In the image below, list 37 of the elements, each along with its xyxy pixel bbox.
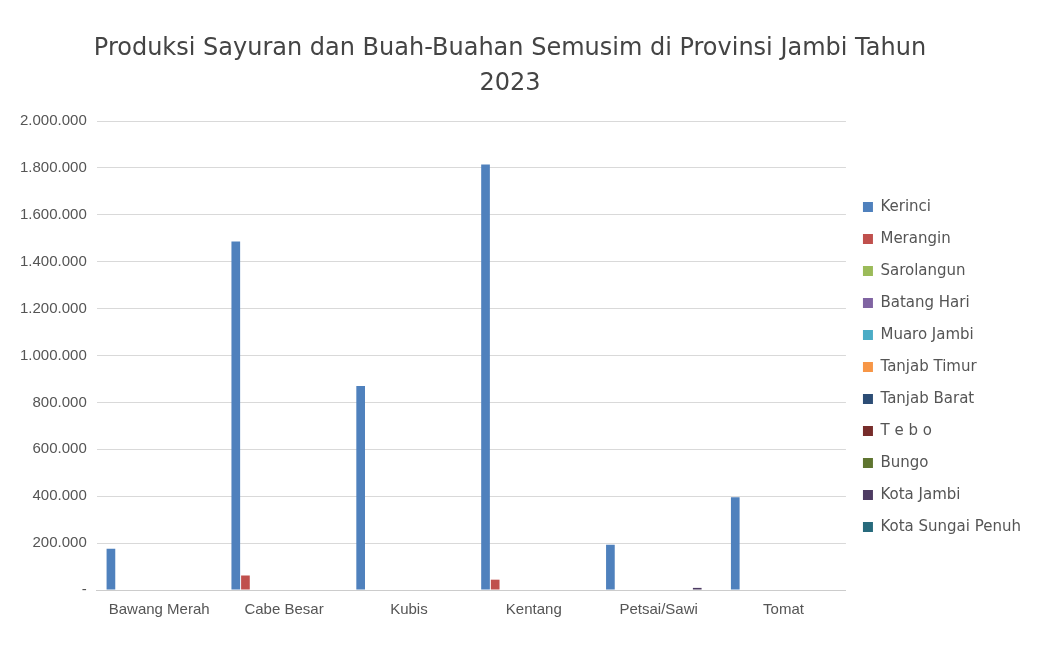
bar [606,544,615,590]
bar [730,497,740,590]
bar [106,548,116,590]
y-tick-label: 1.200.000 [20,298,87,316]
legend-label: Batang Hari [880,292,970,311]
legend-label: Kota Sungai Penuh [880,516,1022,535]
legend-label: Tanjab Barat [879,388,975,407]
bar [231,241,241,590]
bar [481,164,490,590]
bar [490,579,500,590]
legend-label: Muaro Jambi [880,324,974,343]
y-tick-label: 800.000 [32,392,87,410]
x-tick-label: Tomat [763,600,805,618]
x-tick-label: Kentang [505,600,562,618]
legend-label: Kerinci [880,196,932,215]
legend-label: T e b o [879,420,932,439]
x-tick-label: Kubis [390,600,428,618]
y-tick-label: 1.400.000 [20,251,87,269]
legend-label: Tanjab Timur [879,356,978,375]
y-tick-label: 1.600.000 [20,204,87,222]
y-tick-label: - [81,580,87,598]
y-tick-label: 600.000 [32,439,87,457]
x-tick-label: Petsai/Sawi [619,600,698,618]
legend-label: Bungo [880,452,929,471]
y-tick-label: 1.000.000 [20,345,87,363]
y-tick-label: 2.000.000 [20,111,87,129]
legend-label: Kota Jambi [880,484,961,503]
chart-title: Produksi Sayuran dan Buah-Buahan Semusim di Provinsi Jambi Tahun 2023 [92,32,928,98]
legend-label: Merangin [880,228,951,247]
bar [241,575,250,590]
y-tick-label: 200.000 [32,533,87,551]
legend-label: Sarolangun [880,260,966,279]
bar [356,385,365,590]
x-tick-label: Cabe Besar [244,600,324,618]
y-tick-label: 400.000 [32,486,87,504]
y-tick-label: 1.800.000 [20,158,87,176]
x-tick-label: Bawang Merah [108,600,210,618]
